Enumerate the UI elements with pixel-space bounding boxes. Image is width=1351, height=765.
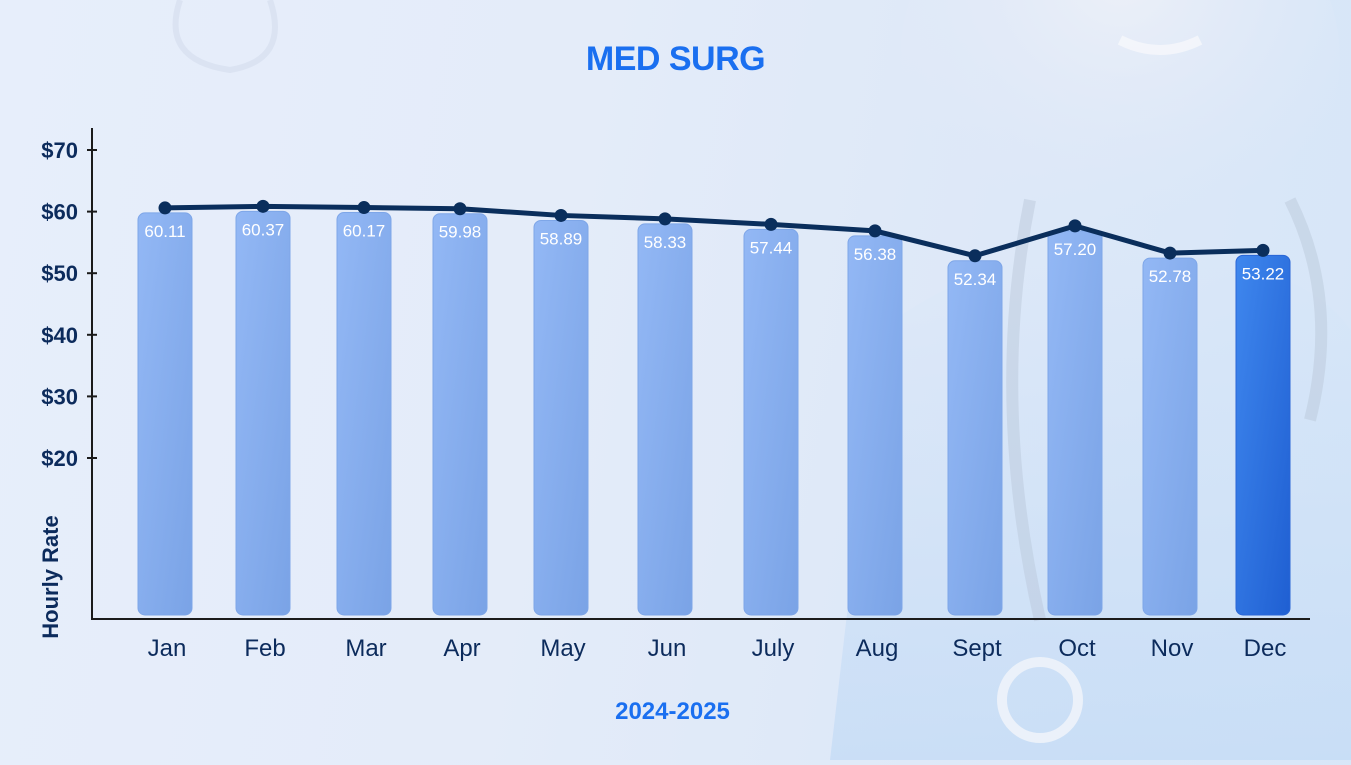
value-label: 58.89 (540, 229, 583, 248)
chart-title: MED SURG (585, 40, 766, 78)
bar-dec: 53.22 (1235, 254, 1291, 616)
y-axis: $20 $30 $40 $50 $60 $70 (41, 128, 97, 620)
line-marker (868, 224, 882, 238)
bar-oct: 57.20 (1047, 230, 1103, 616)
value-label: 53.22 (1242, 264, 1285, 283)
line-marker (1256, 243, 1270, 257)
bar-may: 58.89 (533, 219, 589, 616)
x-tick-label: Oct (1058, 635, 1096, 662)
line-marker (158, 201, 172, 215)
x-tick-label: July (752, 635, 795, 662)
line-marker (1068, 219, 1082, 233)
bar-feb: 60.37 (235, 210, 291, 616)
y-tick-label: $70 (41, 138, 78, 163)
y-tick-label: $60 (41, 200, 78, 225)
value-label: 57.44 (750, 238, 793, 257)
line-marker (453, 202, 467, 216)
y-tick-label: $50 (41, 261, 78, 286)
x-axis: Jan Feb Mar Apr May Jun July Aug Sept Oct Nov Dec (92, 618, 1310, 662)
bar-july: 57.44 (743, 228, 799, 616)
y-tick-label: $20 (41, 446, 78, 471)
value-label: 60.11 (144, 222, 185, 241)
bar-apr: 59.98 (432, 213, 488, 616)
line-marker (658, 212, 672, 226)
trend-line (158, 199, 1270, 263)
value-label: 52.78 (1149, 267, 1192, 286)
x-axis-title: 2024-2025 (615, 698, 730, 725)
line-marker (764, 217, 778, 231)
y-tick-label: $30 (41, 384, 78, 409)
line-marker (256, 199, 270, 213)
x-tick-label: Feb (244, 635, 285, 662)
trend-line-path (164, 203, 1264, 259)
bar-mar: 60.17 (336, 212, 392, 616)
value-label: 56.38 (854, 245, 897, 264)
value-label: 60.37 (242, 220, 285, 239)
line-marker (554, 208, 568, 222)
x-tick-label: Mar (345, 635, 386, 662)
x-tick-label: Jun (648, 635, 687, 662)
bar-nov: 52.78 (1142, 257, 1198, 616)
bar-jun: 58.33 (637, 223, 693, 616)
x-tick-label: Sept (952, 635, 1002, 662)
value-label: 52.34 (954, 270, 997, 289)
value-label: 58.33 (644, 233, 687, 252)
line-marker (357, 201, 371, 215)
x-tick-label: May (540, 635, 585, 662)
line-marker (1163, 246, 1177, 260)
line-marker (968, 249, 982, 263)
bar-aug: 56.38 (847, 235, 903, 616)
x-tick-label: Apr (443, 635, 480, 662)
x-tick-label: Jan (148, 635, 187, 662)
value-label: 60.17 (343, 222, 386, 241)
value-label: 57.20 (1054, 240, 1097, 259)
value-label: 59.98 (439, 223, 482, 242)
x-tick-label: Dec (1244, 635, 1287, 662)
y-tick-label: $40 (41, 323, 78, 348)
bar-sept: 52.34 (947, 260, 1003, 616)
x-tick-label: Nov (1151, 635, 1194, 662)
x-tick-label: Aug (856, 635, 899, 662)
bars: 60.11 60.37 60.17 59.98 58.89 58.33 57.44 56.38… (137, 210, 1291, 616)
bar-jan: 60.11 (137, 212, 193, 616)
